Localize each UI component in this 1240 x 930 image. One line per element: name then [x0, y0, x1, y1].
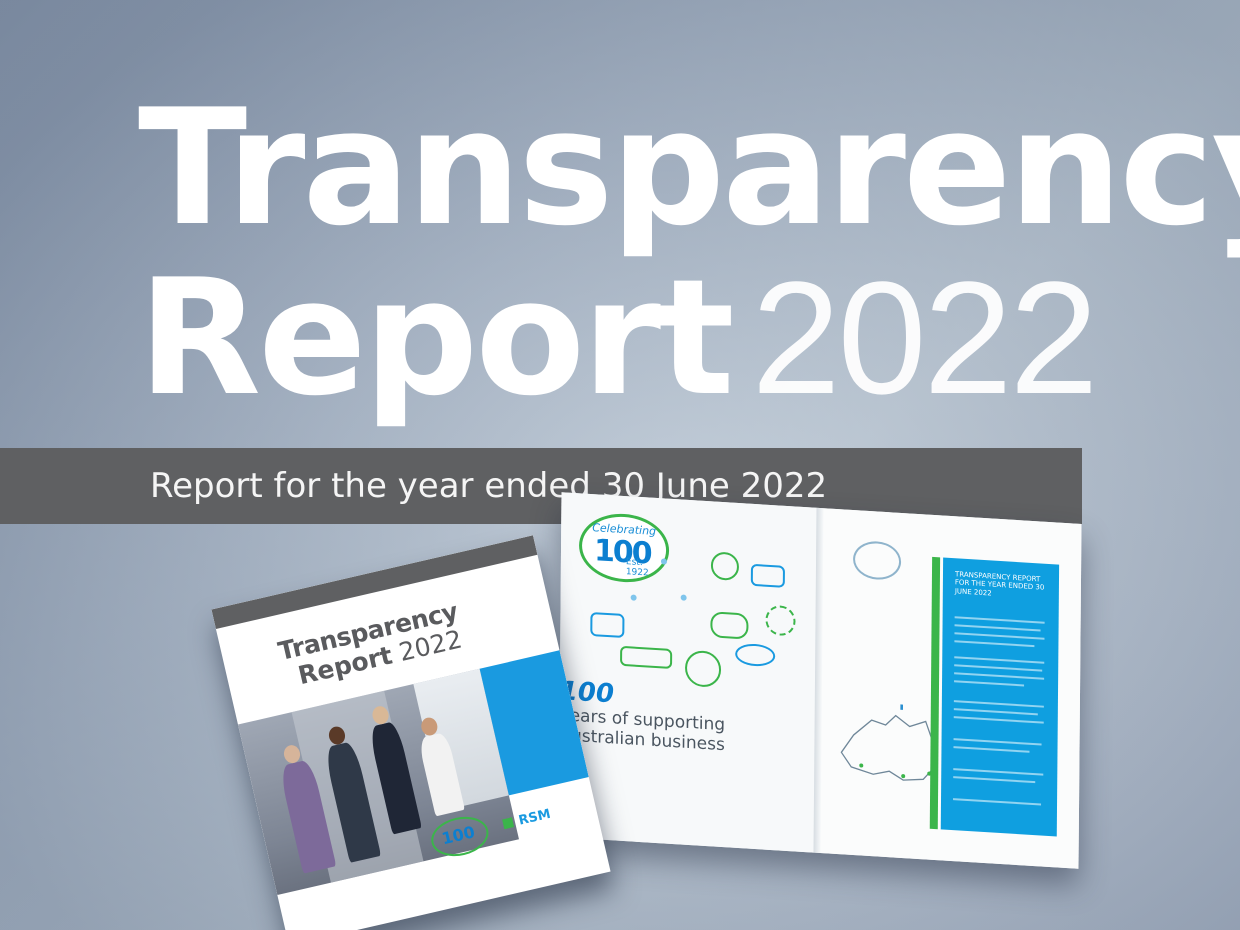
target-icon: [684, 649, 722, 688]
text-line: [953, 716, 1044, 724]
text-line: [954, 656, 1045, 664]
stat-figure: ▮: [899, 702, 904, 712]
circuit-icon: [852, 540, 902, 581]
headline-report-word: Report: [138, 244, 735, 431]
text-line: [953, 700, 1044, 708]
envelope-icon: [590, 611, 625, 639]
tagline: years of supporting Australian business: [559, 705, 725, 755]
headline-line-1: Transparency: [138, 74, 1240, 261]
australia-map-icon: [840, 714, 939, 781]
text-line: [954, 672, 1045, 680]
decor-dot: [660, 558, 667, 565]
cloud-icon: [710, 611, 749, 640]
text-line: [953, 738, 1042, 746]
rsm-logo: RSM: [517, 806, 553, 829]
text-line: [954, 616, 1045, 624]
eye-icon: [735, 642, 776, 668]
text-line: [954, 680, 1025, 687]
text-line: [953, 776, 1036, 784]
cover-badge-number: 100: [439, 822, 477, 849]
celebrating-badge: Celebrating 100 Est. 1922: [578, 511, 670, 585]
decor-dot: [680, 594, 687, 601]
text-line: [954, 640, 1035, 648]
subtitle-banner: [0, 448, 1082, 524]
headline-line-2: Report 2022: [138, 258, 1098, 418]
decor-dot: [630, 594, 637, 601]
spread-left-page: Celebrating 100 Est. 1922 100 years of s…: [558, 492, 817, 853]
text-line: [953, 746, 1030, 753]
blue-text-panel: TRANSPARENCY REPORT FOR THE YEAR ENDED 3…: [940, 557, 1060, 837]
chat-icon: [750, 563, 785, 588]
established-label: Est. 1922: [625, 557, 649, 579]
text-line: [954, 624, 1041, 632]
text-line: [953, 798, 1042, 806]
document-icon: [620, 645, 673, 669]
headline-year: 2022: [751, 248, 1099, 427]
panel-title: TRANSPARENCY REPORT FOR THE YEAR ENDED 3…: [954, 570, 1045, 598]
subtitle-text: Report for the year ended 30 June 2022: [150, 466, 828, 506]
map-pin-icon: [710, 551, 740, 582]
brochure-spread: Celebrating 100 Est. 1922 100 years of s…: [558, 492, 1082, 869]
text-line: [954, 632, 1045, 640]
gear-icon: [765, 604, 796, 637]
text-line: [954, 664, 1043, 672]
text-line: [953, 708, 1038, 716]
text-line: [953, 768, 1044, 776]
